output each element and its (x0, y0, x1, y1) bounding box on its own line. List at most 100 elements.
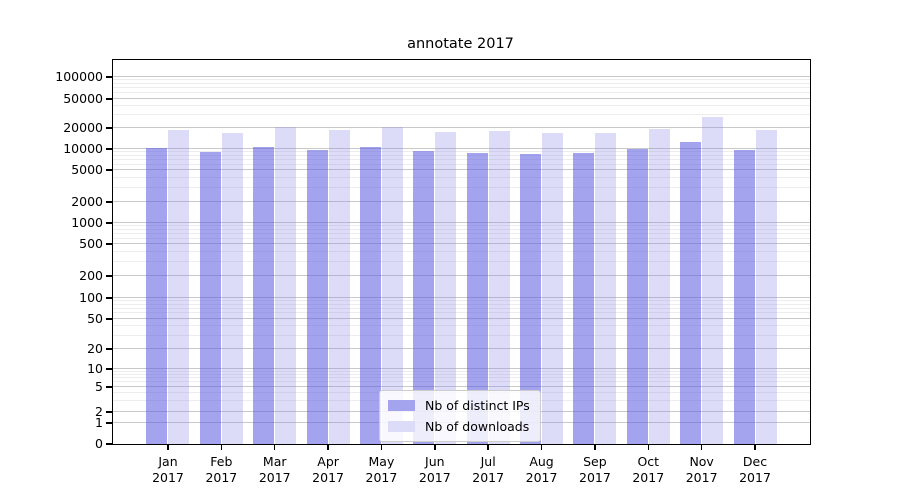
x-tick-year: 2017 (205, 470, 238, 485)
gridline-major (113, 297, 810, 299)
gridline-major (113, 222, 810, 224)
x-tick-year: 2017 (472, 470, 505, 485)
gridline-minor (113, 370, 810, 372)
legend-entry-downloads: Nb of downloads (388, 419, 530, 434)
y-tick-label: 2 (95, 403, 103, 419)
x-tick-month: Nov (689, 454, 714, 469)
bar-downloads-jul (488, 131, 510, 444)
x-tick-month: Dec (742, 454, 768, 469)
x-tick-mark (540, 445, 543, 450)
y-tick-mark (106, 76, 112, 78)
y-tick-mark (106, 348, 112, 350)
gridline-major (113, 318, 810, 320)
y-tick-label: 1 (95, 414, 103, 430)
bar-distinct-ips-sep (573, 153, 595, 444)
x-tick-month: Apr (317, 454, 339, 469)
bar-downloads-apr (328, 130, 350, 444)
y-tick-label: 20 (87, 340, 103, 356)
x-tick-mark (647, 445, 650, 450)
x-tick-mark (700, 445, 703, 450)
gridline-major (113, 386, 810, 388)
y-tick-label: 20000 (63, 119, 103, 135)
y-tick-mark (106, 422, 112, 424)
x-tick-year: 2017 (258, 470, 291, 485)
bar-distinct-ips-jul (466, 152, 488, 444)
x-tick-month: Feb (210, 454, 233, 469)
gridline-major (113, 348, 810, 349)
bar-downloads-mar (275, 126, 297, 444)
x-tick-year: 2017 (365, 470, 398, 485)
x-tick-year: 2017 (739, 470, 771, 485)
y-tick-mark (106, 169, 112, 171)
chart-title: annotate 2017 (407, 36, 514, 52)
x-tick-year: 2017 (632, 470, 665, 485)
x-tick-year: 2017 (312, 470, 344, 485)
gridline-major (113, 169, 810, 171)
bar-distinct-ips-nov (680, 142, 702, 444)
x-tick-month: Jun (425, 454, 445, 469)
y-tick-label: 5000 (71, 161, 103, 177)
gridline-minor (113, 312, 810, 314)
gridline-minor (113, 377, 810, 379)
legend-label: Nb of distinct IPs (425, 398, 530, 413)
legend-entry-distinct-ips: Nb of distinct IPs (388, 398, 530, 413)
gridline-minor (113, 154, 810, 156)
y-tick-label: 50 (87, 310, 103, 326)
x-tick-label: Nov 2017 (686, 454, 718, 486)
gridline-minor (113, 92, 810, 94)
gridline-minor (113, 87, 810, 89)
y-tick-label: 10000 (63, 140, 103, 156)
y-tick-mark (106, 297, 112, 299)
gridline-major (113, 243, 810, 245)
y-tick-label: 500 (79, 235, 103, 251)
bar-downloads-jun (435, 132, 457, 444)
y-tick-label: 0 (95, 435, 103, 451)
x-tick-month: Jan (158, 454, 178, 469)
gridline-minor (113, 158, 810, 160)
y-tick-mark (106, 243, 112, 245)
gridline-minor (113, 228, 810, 230)
gridline-minor (113, 237, 810, 239)
gridline-minor (113, 151, 810, 153)
y-tick-label: 5 (95, 378, 103, 394)
gridline-minor (113, 334, 810, 336)
gridline-minor (113, 83, 810, 85)
gridline-minor (113, 260, 810, 262)
gridline-major (113, 76, 810, 78)
y-tick-label: 100000 (55, 68, 103, 84)
x-tick-month: Mar (262, 454, 287, 469)
bar-downloads-feb (221, 132, 243, 444)
bar-distinct-ips-mar (253, 146, 275, 444)
x-tick-month: Sep (583, 454, 607, 469)
x-tick-mark (434, 445, 436, 450)
x-tick-year: 2017 (579, 470, 611, 485)
y-tick-label: 2000 (71, 193, 103, 209)
gridline-major (113, 127, 810, 129)
x-tick-mark (327, 445, 329, 450)
x-tick-label: Jan 2017 (152, 454, 184, 486)
x-tick-mark (754, 445, 756, 450)
y-tick-mark (106, 127, 112, 129)
gridline-minor (113, 303, 810, 305)
y-tick-label: 200 (79, 267, 103, 283)
gridline-minor (113, 79, 810, 81)
x-tick-month: May (368, 454, 395, 469)
bar-distinct-ips-aug (520, 153, 542, 444)
bar-downloads-jan (168, 130, 190, 444)
bar-distinct-ips-may (359, 146, 381, 444)
y-tick-mark (106, 386, 112, 388)
x-tick-month: Aug (529, 454, 554, 469)
gridline-minor (113, 225, 810, 227)
y-tick-mark (106, 148, 112, 150)
x-tick-year: 2017 (685, 470, 718, 485)
legend-label: Nb of downloads (425, 419, 530, 434)
x-tick-label: Apr 2017 (312, 454, 344, 486)
y-tick-mark (106, 318, 112, 320)
gridline-major (113, 98, 810, 100)
bar-downloads-may (381, 126, 403, 444)
bar-distinct-ips-jun (413, 150, 435, 444)
x-tick-label: Aug 2017 (526, 454, 558, 486)
x-tick-label: May 2017 (366, 454, 398, 486)
bar-downloads-nov (702, 116, 724, 444)
